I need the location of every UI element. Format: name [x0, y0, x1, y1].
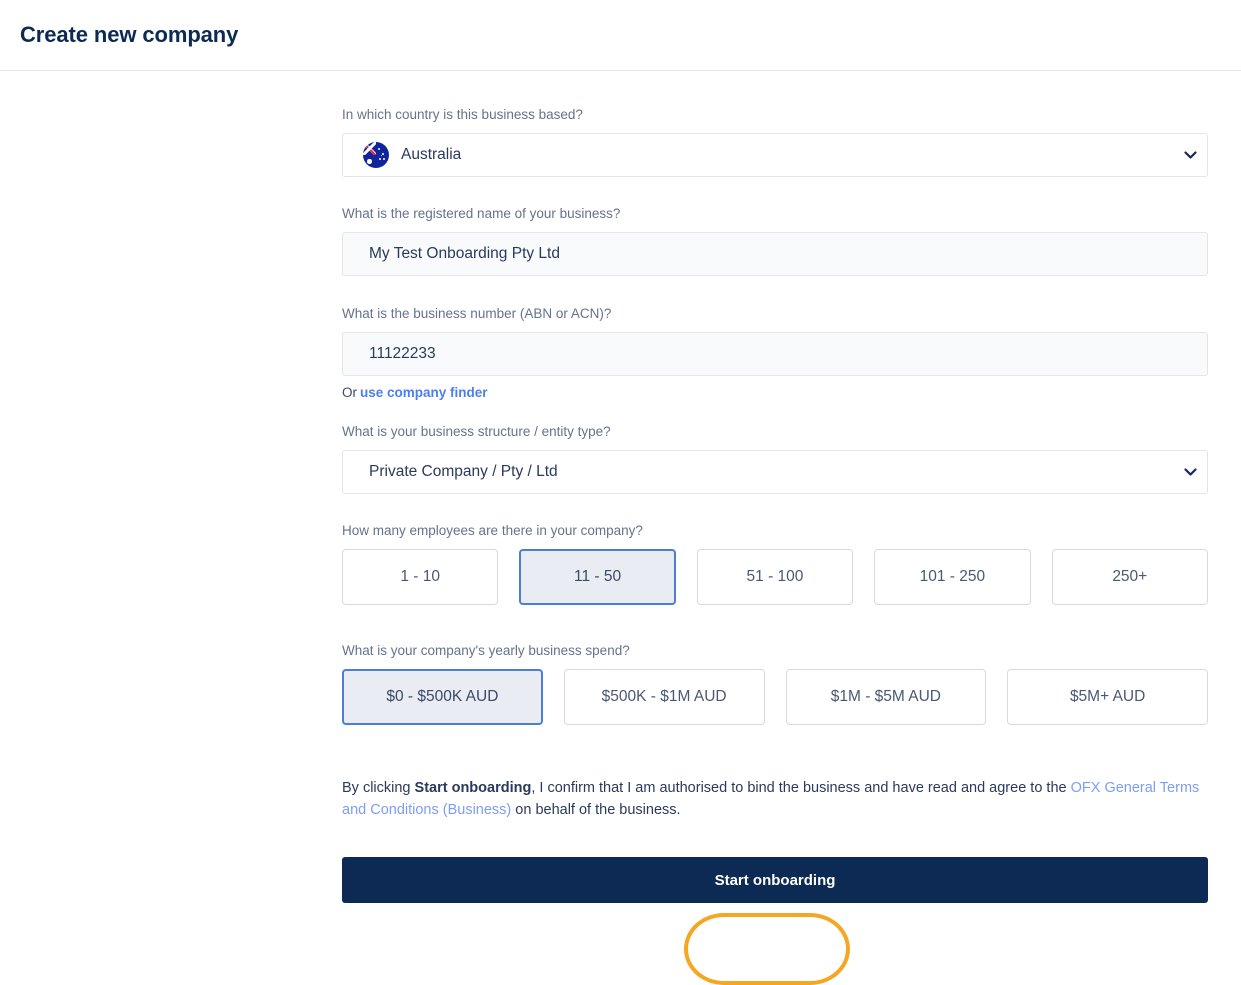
use-company-finder-link[interactable]: use company finder — [360, 385, 488, 400]
business-structure-value: Private Company / Pty / Ltd — [369, 463, 558, 480]
business-structure-label: What is your business structure / entity… — [342, 424, 611, 439]
field-business-structure: What is your business structure / entity… — [342, 423, 1208, 494]
country-value: Australia — [401, 146, 462, 163]
click-annotation-ring — [684, 913, 850, 985]
company-finder-prefix: Or — [342, 385, 357, 400]
employees-option-1-10[interactable]: 1 - 10 — [342, 549, 499, 605]
page-header: Create new company — [0, 0, 1241, 71]
employees-option-51-100[interactable]: 51 - 100 — [696, 549, 854, 605]
employees-option-group: 1 - 10 11 - 50 51 - 100 101 - 250 250+ — [342, 549, 1208, 605]
australia-flag-icon — [363, 142, 389, 168]
ofx-terms-link[interactable]: OFX General Terms and Conditions (Busine… — [342, 780, 1200, 818]
business-number-input[interactable]: 11122233 — [342, 332, 1208, 376]
employees-label: How many employees are there in your com… — [342, 523, 643, 538]
spend-option-group: $0 - $500K AUD $500K - $1M AUD $1M - $5M… — [342, 669, 1209, 725]
chevron-down-icon — [1173, 150, 1207, 160]
spend-option-500k-1m[interactable]: $500K - $1M AUD — [563, 669, 765, 725]
terms-text: By clicking Start onboarding, I confirm … — [342, 777, 1208, 821]
field-country: In which country is this business based?… — [342, 106, 1208, 177]
business-name-value: My Test Onboarding Pty Ltd — [369, 245, 560, 262]
country-label: In which country is this business based? — [342, 107, 583, 122]
business-name-input[interactable]: My Test Onboarding Pty Ltd — [342, 232, 1208, 276]
business-number-value: 11122233 — [369, 345, 436, 362]
start-onboarding-button[interactable]: Start onboarding — [342, 857, 1208, 903]
field-spend: What is your company's yearly business s… — [342, 642, 1209, 725]
employees-option-11-50[interactable]: 11 - 50 — [519, 549, 676, 605]
field-business-number: What is the business number (ABN or ACN)… — [342, 305, 1208, 400]
field-business-name: What is the registered name of your busi… — [342, 205, 1208, 276]
spend-label: What is your company's yearly business s… — [342, 643, 630, 658]
terms-part-2: , I confirm that I am authorised to bind… — [531, 780, 1071, 796]
field-employees: How many employees are there in your com… — [342, 522, 1208, 605]
business-name-label: What is the registered name of your busi… — [342, 206, 621, 221]
spend-option-5m-plus[interactable]: $5M+ AUD — [1007, 669, 1209, 725]
chevron-down-icon — [1173, 467, 1207, 477]
business-structure-select[interactable]: Private Company / Pty / Ltd — [342, 450, 1208, 494]
employees-option-250plus[interactable]: 250+ — [1051, 549, 1208, 605]
terms-part-3: on behalf of the business. — [511, 802, 681, 818]
create-company-form: In which country is this business based?… — [342, 71, 1209, 903]
terms-bold-action: Start onboarding — [414, 780, 532, 796]
page-title: Create new company — [20, 22, 239, 47]
business-number-label: What is the business number (ABN or ACN)… — [342, 306, 612, 321]
employees-option-101-250[interactable]: 101 - 250 — [874, 549, 1031, 605]
company-finder-row: Or use company finder — [342, 385, 1208, 400]
terms-part-1: By clicking — [342, 780, 415, 796]
spend-option-1m-5m[interactable]: $1M - $5M AUD — [785, 669, 987, 725]
country-select[interactable]: Australia — [342, 133, 1208, 177]
spend-option-0-500k[interactable]: $0 - $500K AUD — [342, 669, 543, 725]
